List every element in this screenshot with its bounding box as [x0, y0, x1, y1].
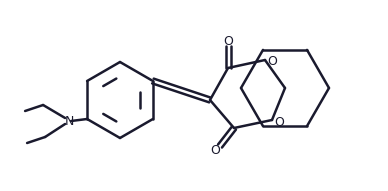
Text: O: O — [267, 54, 277, 67]
Text: N: N — [64, 114, 74, 128]
Text: O: O — [274, 116, 284, 129]
Text: O: O — [210, 145, 220, 158]
Text: O: O — [223, 35, 233, 48]
